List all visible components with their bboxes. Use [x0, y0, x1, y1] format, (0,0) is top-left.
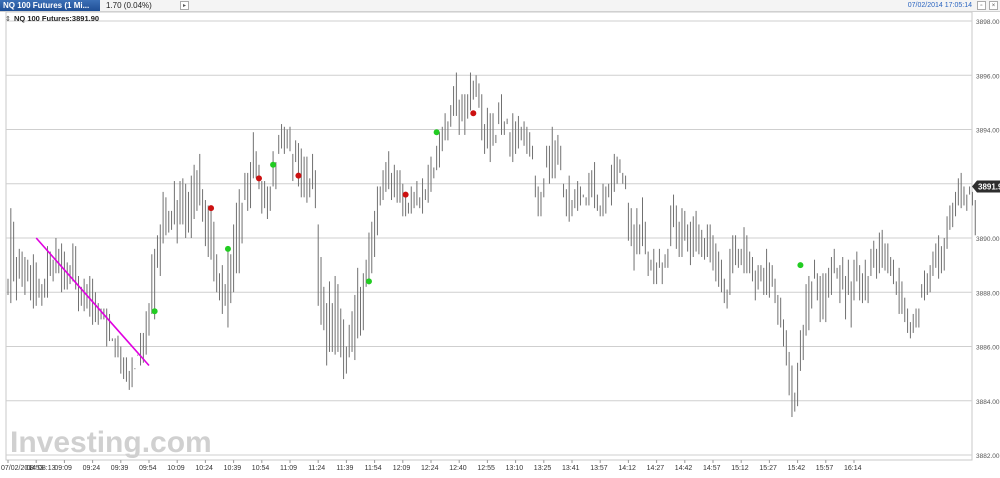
x-tick-label: 12:09: [393, 465, 411, 472]
x-tick-label: 09:39: [111, 465, 129, 472]
signal-marker: [402, 191, 409, 198]
x-tick-label: 11:24: [308, 465, 325, 472]
x-tick-label: 11:39: [336, 465, 353, 472]
chart-title: NQ 100 Futures:3891.90: [14, 14, 99, 23]
signal-marker: [365, 278, 372, 285]
x-tick-label: 15:27: [759, 465, 777, 472]
x-tick-label: 09:09: [54, 465, 72, 472]
y-tick-label: 3888.00: [976, 290, 1000, 297]
chart-area[interactable]: Investing.com 3898.003896.003894.003892.…: [0, 11, 1000, 473]
price-bars: [7, 72, 976, 418]
x-tick-label: 09:24: [83, 465, 101, 472]
close-icon[interactable]: ×: [989, 1, 998, 10]
x-tick-label: 10:09: [167, 465, 185, 472]
x-tick-label: 15:42: [788, 465, 806, 472]
symbol-tab[interactable]: NQ 100 Futures (1 Mi...: [0, 0, 100, 11]
x-tick-label: 11:54: [365, 465, 382, 472]
signal-marker: [224, 245, 231, 252]
last-price-tag: 3891.9: [972, 180, 1000, 193]
watermark-text: Investing.com: [10, 426, 212, 459]
chart-title-group: ⇕ NQ 100 Futures:3891.90: [5, 14, 99, 23]
x-tick-label: 12:24: [421, 465, 439, 472]
y-tick-label: 3890.00: [976, 236, 1000, 243]
x-tick-label: 14:27: [647, 465, 665, 472]
restore-icon[interactable]: ▫: [977, 1, 986, 10]
x-tick-label: 14:42: [675, 465, 693, 472]
x-tick-label: 13:10: [506, 465, 524, 472]
x-tick-label: 10:24: [195, 465, 213, 472]
y-tick-label: 3894.00: [976, 128, 1000, 135]
x-tick-label: 08:53: [26, 465, 44, 472]
price-chart[interactable]: Investing.com 3898.003896.003894.003892.…: [0, 11, 1000, 473]
x-tick-label: 15:57: [816, 465, 834, 472]
signal-marker: [255, 175, 262, 182]
x-tick-label: 09:54: [139, 465, 157, 472]
x-tick-label: 15:12: [731, 465, 749, 472]
x-tick-label: 13:25: [534, 465, 552, 472]
x-tick-label: 14:12: [618, 465, 636, 472]
y-tick-label: 3898.00: [976, 19, 1000, 26]
x-tick-label: 10:39: [224, 465, 242, 472]
signal-marker: [433, 129, 440, 136]
x-tick-label: 13:41: [562, 465, 580, 472]
current-datetime: 07/02/2014 17:05:14: [907, 2, 972, 9]
last-price-tag-shape: [972, 180, 1000, 193]
x-tick-label: 12:55: [477, 465, 495, 472]
price-change: 1.70 (0.04%): [106, 1, 152, 10]
x-tick-label: 10:54: [252, 465, 270, 472]
x-tick-label: 11:09: [280, 465, 297, 472]
signal-marker: [208, 205, 215, 212]
trend-line[interactable]: [35, 237, 150, 367]
watermark: Investing.com: [10, 426, 212, 459]
plot-frame: [5, 11, 973, 461]
signal-marker: [797, 262, 804, 269]
signal-marker: [470, 110, 477, 117]
y-tick-label: 3886.00: [976, 345, 1000, 352]
y-tick-label: 3896.00: [976, 73, 1000, 80]
y-tick-label: 3884.00: [976, 399, 1000, 406]
x-tick-label: 14:57: [703, 465, 721, 472]
x-tick-label: 16:14: [844, 465, 862, 472]
y-tick-label: 3882.00: [976, 453, 1000, 460]
last-price-label: 3891.9: [978, 182, 1000, 191]
top-bar: NQ 100 Futures (1 Mi... 1.70 (0.04%) ▸ 0…: [0, 0, 1000, 12]
x-tick-label: 12:40: [449, 465, 467, 472]
x-tick-label: 07/02/2014 08:13: [1, 465, 56, 472]
signal-marker: [295, 172, 302, 179]
grid-lines: [6, 20, 972, 456]
signal-markers: [151, 110, 804, 315]
x-tick-label: 13:57: [590, 465, 608, 472]
signal-marker: [270, 161, 277, 168]
expand-arrow-icon[interactable]: ▸: [180, 1, 189, 10]
drag-icon[interactable]: ⇕: [5, 15, 11, 23]
signal-marker: [151, 308, 158, 315]
